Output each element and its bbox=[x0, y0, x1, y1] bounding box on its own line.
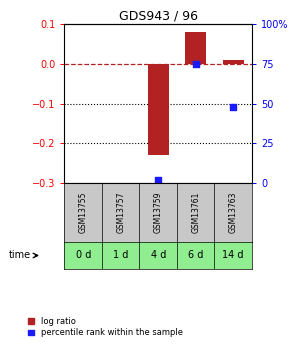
Point bbox=[231, 104, 236, 110]
Text: GSM13759: GSM13759 bbox=[154, 192, 163, 233]
Text: time: time bbox=[8, 250, 31, 260]
Legend: log ratio, percentile rank within the sample: log ratio, percentile rank within the sa… bbox=[28, 317, 183, 337]
Bar bbox=[223, 60, 243, 64]
Text: GSM13761: GSM13761 bbox=[191, 192, 200, 233]
Text: 6 d: 6 d bbox=[188, 250, 203, 260]
Title: GDS943 / 96: GDS943 / 96 bbox=[119, 10, 198, 23]
Text: GSM13757: GSM13757 bbox=[116, 192, 125, 233]
Point bbox=[193, 61, 198, 67]
Text: GSM13755: GSM13755 bbox=[79, 192, 88, 233]
Text: 14 d: 14 d bbox=[222, 250, 244, 260]
Text: 1 d: 1 d bbox=[113, 250, 128, 260]
Text: GSM13763: GSM13763 bbox=[229, 192, 238, 233]
Bar bbox=[185, 32, 206, 64]
Point bbox=[156, 177, 161, 183]
Text: 0 d: 0 d bbox=[76, 250, 91, 260]
Text: 4 d: 4 d bbox=[151, 250, 166, 260]
Bar bbox=[148, 64, 168, 155]
